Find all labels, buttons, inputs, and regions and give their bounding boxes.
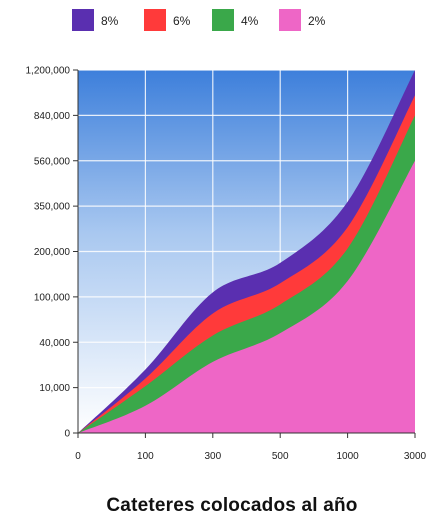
y-tick-label: 200,000 <box>34 247 71 258</box>
x-tick-label: 100 <box>137 451 154 462</box>
chart-title: Cateteres colocados al año <box>106 495 357 516</box>
y-tick-label: 100,000 <box>34 292 71 303</box>
x-tick-label: 3000 <box>404 451 427 462</box>
x-axis-ticks: 0 100 300 500 1000 3000 <box>75 433 427 462</box>
area-series <box>78 70 415 433</box>
x-tick-label: 1000 <box>336 451 359 462</box>
y-tick-label: 0 <box>64 429 70 440</box>
x-tick-label: 0 <box>75 451 81 462</box>
legend-label-2: 2% <box>308 14 326 28</box>
x-tick-label: 500 <box>272 451 289 462</box>
legend-label-6: 6% <box>173 14 191 28</box>
legend: 8% 6% 4% 2% <box>72 9 326 31</box>
y-tick-label: 40,000 <box>39 338 70 349</box>
y-tick-label: 10,000 <box>39 383 70 394</box>
legend-swatch-2 <box>279 9 301 31</box>
x-tick-label: 300 <box>204 451 221 462</box>
legend-label-8: 8% <box>101 14 119 28</box>
y-tick-label: 560,000 <box>34 156 71 167</box>
legend-swatch-4 <box>212 9 234 31</box>
area-2pct <box>78 160 415 433</box>
legend-swatch-8 <box>72 9 94 31</box>
legend-swatch-6 <box>144 9 166 31</box>
legend-label-4: 4% <box>241 14 259 28</box>
y-tick-label: 350,000 <box>34 202 71 213</box>
y-tick-label: 1,200,000 <box>26 66 71 77</box>
y-tick-label: 840,000 <box>34 111 71 122</box>
y-axis-ticks: 0 10,000 40,000 100,000 200,000 350,000 560,00… <box>26 66 78 440</box>
